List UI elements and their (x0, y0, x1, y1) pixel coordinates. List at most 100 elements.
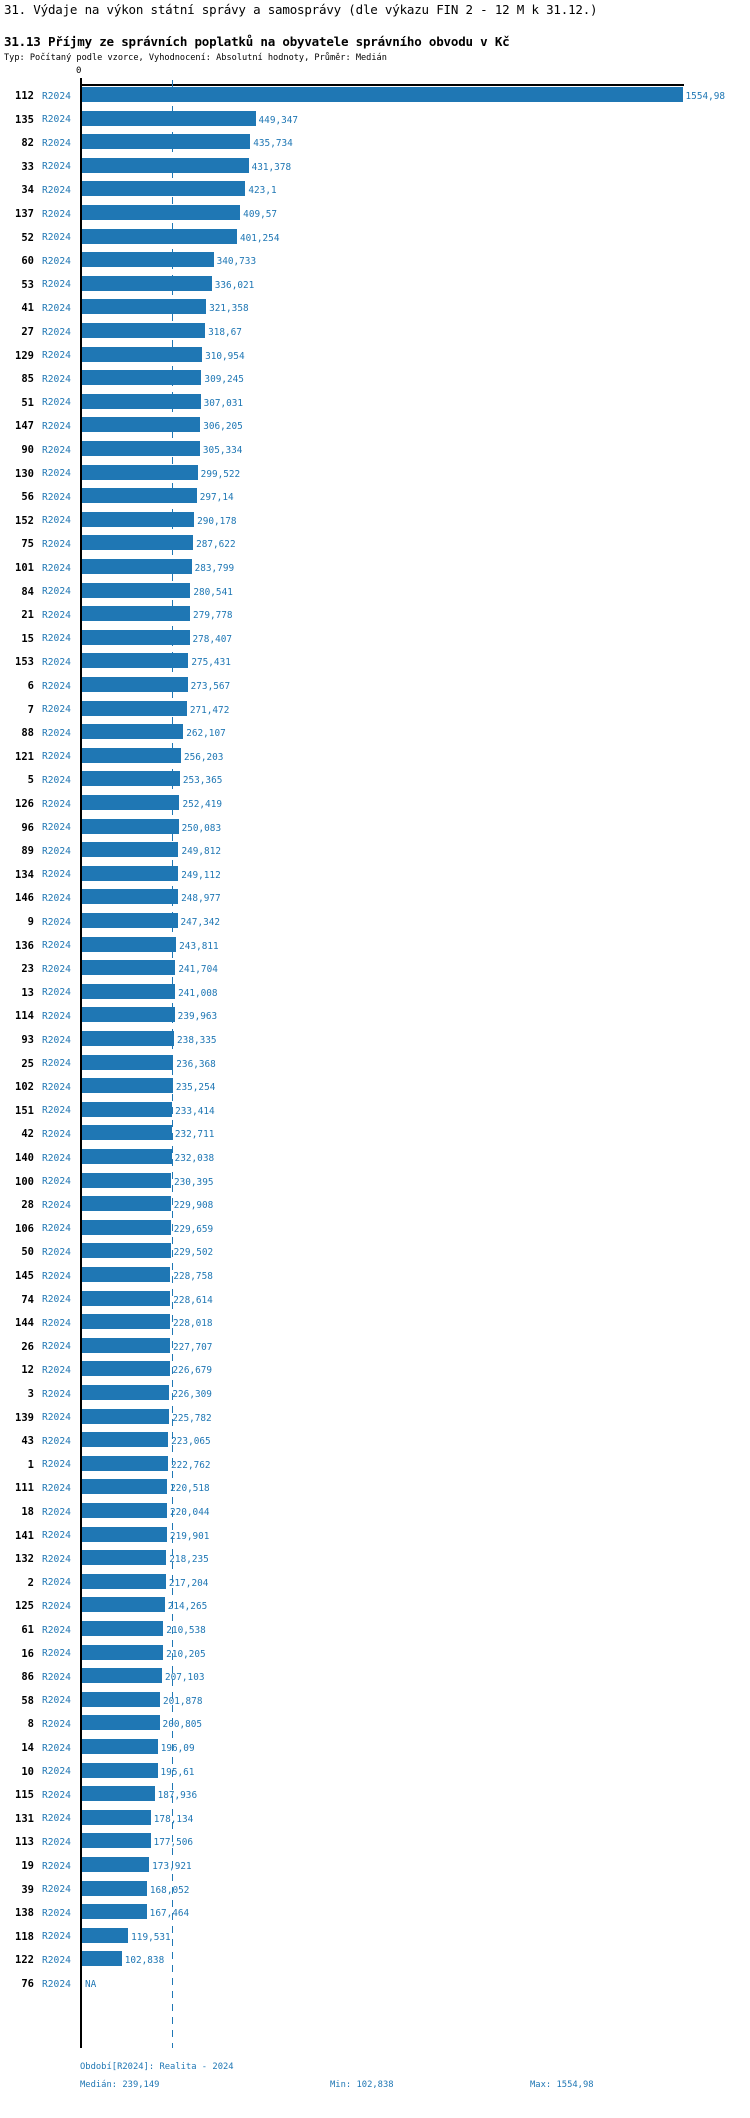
bar-row[interactable]: 82 R2024 435,734 (0, 133, 750, 157)
bar[interactable] (82, 1314, 171, 1330)
bar-row[interactable]: 15 R2024 278,407 (0, 629, 750, 653)
bar-row[interactable]: 90 R2024 305,334 (0, 440, 750, 464)
bar-row[interactable]: 129 R2024 310,954 (0, 346, 750, 370)
bar[interactable] (82, 818, 179, 834)
bar-row[interactable]: 14 R2024 196,09 (0, 1738, 750, 1762)
bar-row[interactable]: 23 R2024 241,704 (0, 959, 750, 983)
bar-row[interactable]: 88 R2024 262,107 (0, 723, 750, 747)
bar-row[interactable]: 10 R2024 195,61 (0, 1762, 750, 1786)
bar-row[interactable]: 146 R2024 248,977 (0, 888, 750, 912)
bar-row[interactable]: 58 R2024 201,878 (0, 1691, 750, 1715)
bar[interactable] (82, 1526, 167, 1542)
bar[interactable] (82, 1621, 164, 1636)
bar[interactable] (82, 1219, 171, 1235)
bar-row[interactable]: 131 R2024 178,134 (0, 1809, 750, 1833)
bar-row[interactable]: 60 R2024 340,733 (0, 251, 750, 275)
bar[interactable] (82, 1149, 172, 1164)
bar[interactable] (82, 582, 191, 598)
bar[interactable] (82, 1290, 171, 1306)
bar[interactable] (82, 134, 251, 150)
bar-row[interactable]: 52 R2024 401,254 (0, 228, 750, 252)
bar[interactable] (82, 795, 180, 810)
bar[interactable] (82, 205, 241, 220)
bar-row[interactable]: 135 R2024 449,347 (0, 110, 750, 134)
bar-row[interactable]: 112 R2024 1554,98 (0, 86, 750, 110)
bar[interactable] (82, 1172, 171, 1188)
bar[interactable] (82, 1385, 170, 1400)
bar[interactable] (82, 677, 188, 692)
bar-row[interactable]: 18 R2024 220,044 (0, 1502, 750, 1526)
bar[interactable] (82, 1715, 160, 1731)
bar-row[interactable]: 41 R2024 321,358 (0, 298, 750, 322)
bar[interactable] (82, 1644, 164, 1660)
bar[interactable] (82, 960, 176, 976)
bar[interactable] (82, 1361, 170, 1377)
bar[interactable] (82, 724, 184, 740)
bar-row[interactable]: 113 R2024 177,506 (0, 1832, 750, 1856)
bar-row[interactable]: 118 R2024 119,531 (0, 1927, 750, 1951)
bar[interactable] (82, 1007, 175, 1023)
bar[interactable] (82, 110, 256, 126)
bar-row[interactable]: 28 R2024 229,908 (0, 1195, 750, 1219)
bar[interactable] (82, 629, 190, 645)
bar-row[interactable]: 19 R2024 173,921 (0, 1856, 750, 1880)
bar[interactable] (82, 700, 187, 716)
bar-row[interactable]: 16 R2024 210,205 (0, 1644, 750, 1668)
bar[interactable] (82, 157, 249, 173)
bar-row[interactable]: 51 R2024 307,031 (0, 393, 750, 417)
bar[interactable] (82, 1951, 122, 1967)
bar[interactable] (82, 417, 201, 433)
bar-row[interactable]: 1 R2024 222,762 (0, 1455, 750, 1479)
bar-row[interactable]: 34 R2024 423,1 (0, 180, 750, 204)
bar[interactable] (82, 1078, 173, 1094)
bar[interactable] (82, 511, 195, 527)
bar-row[interactable]: 126 R2024 252,419 (0, 794, 750, 818)
bar-row[interactable]: 12 R2024 226,679 (0, 1360, 750, 1384)
bar-row[interactable]: 56 R2024 297,14 (0, 487, 750, 511)
bar[interactable] (82, 535, 194, 551)
bar-row[interactable]: 25 R2024 236,368 (0, 1054, 750, 1078)
bar-row[interactable]: 114 R2024 239,963 (0, 1006, 750, 1030)
bar[interactable] (82, 1550, 167, 1566)
bar-row[interactable]: 147 R2024 306,205 (0, 416, 750, 440)
bar-row[interactable]: 134 R2024 249,112 (0, 865, 750, 889)
bar[interactable] (82, 393, 201, 409)
bar-row[interactable]: 42 R2024 232,711 (0, 1124, 750, 1148)
bar[interactable] (82, 1196, 171, 1212)
bar-row[interactable]: 33 R2024 431,378 (0, 157, 750, 181)
bar-row[interactable]: 7 R2024 271,472 (0, 700, 750, 724)
bar[interactable] (82, 370, 202, 386)
bar-row[interactable]: 8 R2024 200,805 (0, 1714, 750, 1738)
bar-row[interactable]: 85 R2024 309,245 (0, 369, 750, 393)
bar[interactable] (82, 1857, 150, 1872)
bar[interactable] (82, 653, 189, 669)
bar-row[interactable]: 130 R2024 299,522 (0, 464, 750, 488)
bar-row[interactable]: 43 R2024 223,065 (0, 1431, 750, 1455)
bar[interactable] (82, 1786, 155, 1802)
bar[interactable] (82, 747, 181, 763)
bar[interactable] (82, 441, 200, 456)
bar[interactable] (82, 1597, 165, 1613)
bar[interactable] (82, 1503, 167, 1518)
bar-row[interactable]: 111 R2024 220,518 (0, 1478, 750, 1502)
bar[interactable] (82, 1408, 170, 1424)
bar[interactable] (82, 1762, 158, 1778)
bar[interactable] (82, 1267, 171, 1282)
bar[interactable] (82, 936, 177, 952)
bar-row[interactable]: 140 R2024 232,038 (0, 1148, 750, 1172)
bar[interactable] (82, 488, 197, 504)
bar[interactable] (82, 983, 176, 999)
bar-row[interactable]: 115 R2024 187,936 (0, 1785, 750, 1809)
bar-row[interactable]: 27 R2024 318,67 (0, 322, 750, 346)
bar-row[interactable]: 139 R2024 225,782 (0, 1408, 750, 1432)
bar[interactable] (82, 1880, 147, 1896)
bar-row[interactable]: 145 R2024 228,758 (0, 1266, 750, 1290)
bar[interactable] (82, 1455, 169, 1471)
bar[interactable] (82, 1904, 147, 1920)
bar-row[interactable]: 152 R2024 290,178 (0, 511, 750, 535)
bar[interactable] (82, 1573, 166, 1589)
bar[interactable] (82, 181, 246, 197)
bar-row[interactable]: 86 R2024 207,103 (0, 1667, 750, 1691)
bar-row[interactable]: 5 R2024 253,365 (0, 770, 750, 794)
bar-row[interactable]: 74 R2024 228,614 (0, 1290, 750, 1314)
